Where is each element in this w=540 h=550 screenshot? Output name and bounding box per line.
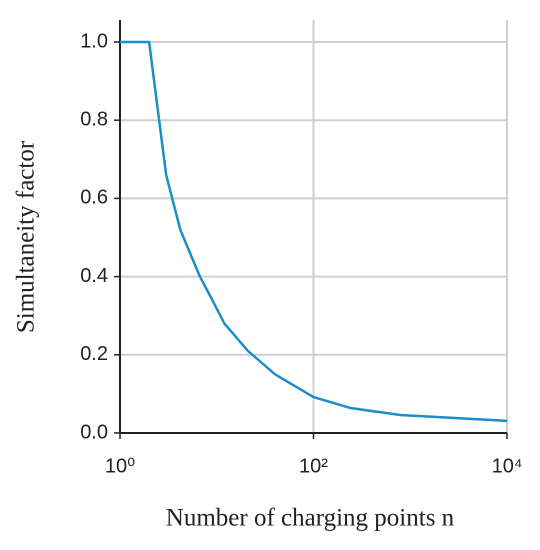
y-tick-label: 0.0 (80, 421, 108, 443)
x-axis-title: Number of charging points n (166, 505, 455, 532)
y-tick-label: 1.0 (80, 30, 108, 52)
y-tick-label: 0.8 (80, 108, 108, 130)
x-tick-label: 10² (299, 455, 328, 477)
x-tick-label: 10⁰ (105, 455, 135, 477)
data-line (120, 40, 508, 423)
y-axis-title: Simultaneity factor (13, 140, 40, 333)
y-tick-label: 0.2 (80, 343, 108, 365)
y-tick-label: 0.4 (80, 265, 108, 287)
x-tick-label: 10⁴ (492, 455, 523, 477)
y-tick-label: 0.6 (80, 187, 108, 209)
